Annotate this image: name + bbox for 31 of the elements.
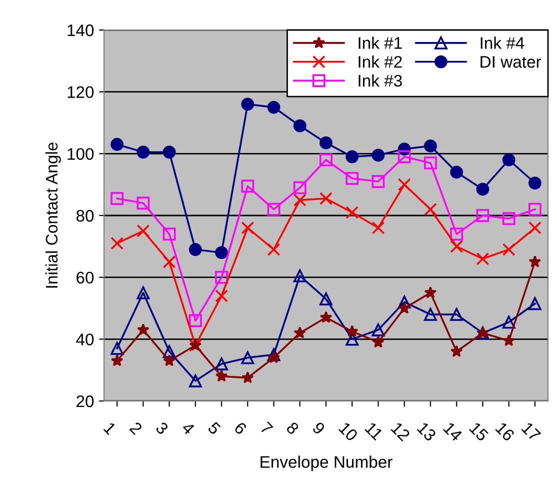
x-tick-label: 14 xyxy=(442,422,463,442)
legend-label: Ink #3 xyxy=(358,74,402,87)
y-tick-label: 40 xyxy=(76,334,94,346)
x-tick-label: 13 xyxy=(416,422,437,442)
y-tick-label: 60 xyxy=(76,272,94,284)
y-tick-label: 80 xyxy=(76,210,94,222)
y-tick-label: 20 xyxy=(76,395,94,408)
y-axis-title: Initial Contact Angle xyxy=(45,142,61,288)
x-tick-label: 11 xyxy=(364,422,384,441)
x-tick-label: 8 xyxy=(286,421,300,436)
x-tick-label: 16 xyxy=(495,422,516,442)
x-tick-label: 10 xyxy=(338,422,358,442)
x-tick-label: 6 xyxy=(234,421,248,436)
x-axis-title: Envelope Number xyxy=(260,456,392,472)
x-tick-label: 17 xyxy=(521,422,542,442)
x-tick-label: 9 xyxy=(312,421,326,436)
x-tick-label: 12 xyxy=(390,422,411,442)
y-tick-label: 100 xyxy=(68,148,94,160)
x-tick-label: 7 xyxy=(260,421,274,435)
y-tick-label: 120 xyxy=(68,86,94,98)
legend-label: DI water xyxy=(480,56,542,68)
legend-label: Ink #2 xyxy=(358,56,402,68)
x-tick-label: 1 xyxy=(103,422,117,435)
x-tick-label: 15 xyxy=(468,422,489,442)
legend-label: Ink #1 xyxy=(358,36,402,49)
x-tick-label: 3 xyxy=(155,421,170,436)
x-tick-label: 5 xyxy=(207,421,222,436)
x-tick-label: 4 xyxy=(181,421,196,436)
legend-label: Ink #4 xyxy=(480,36,524,49)
x-tick-label: 2 xyxy=(129,421,143,435)
y-tick-label: 140 xyxy=(68,24,94,36)
